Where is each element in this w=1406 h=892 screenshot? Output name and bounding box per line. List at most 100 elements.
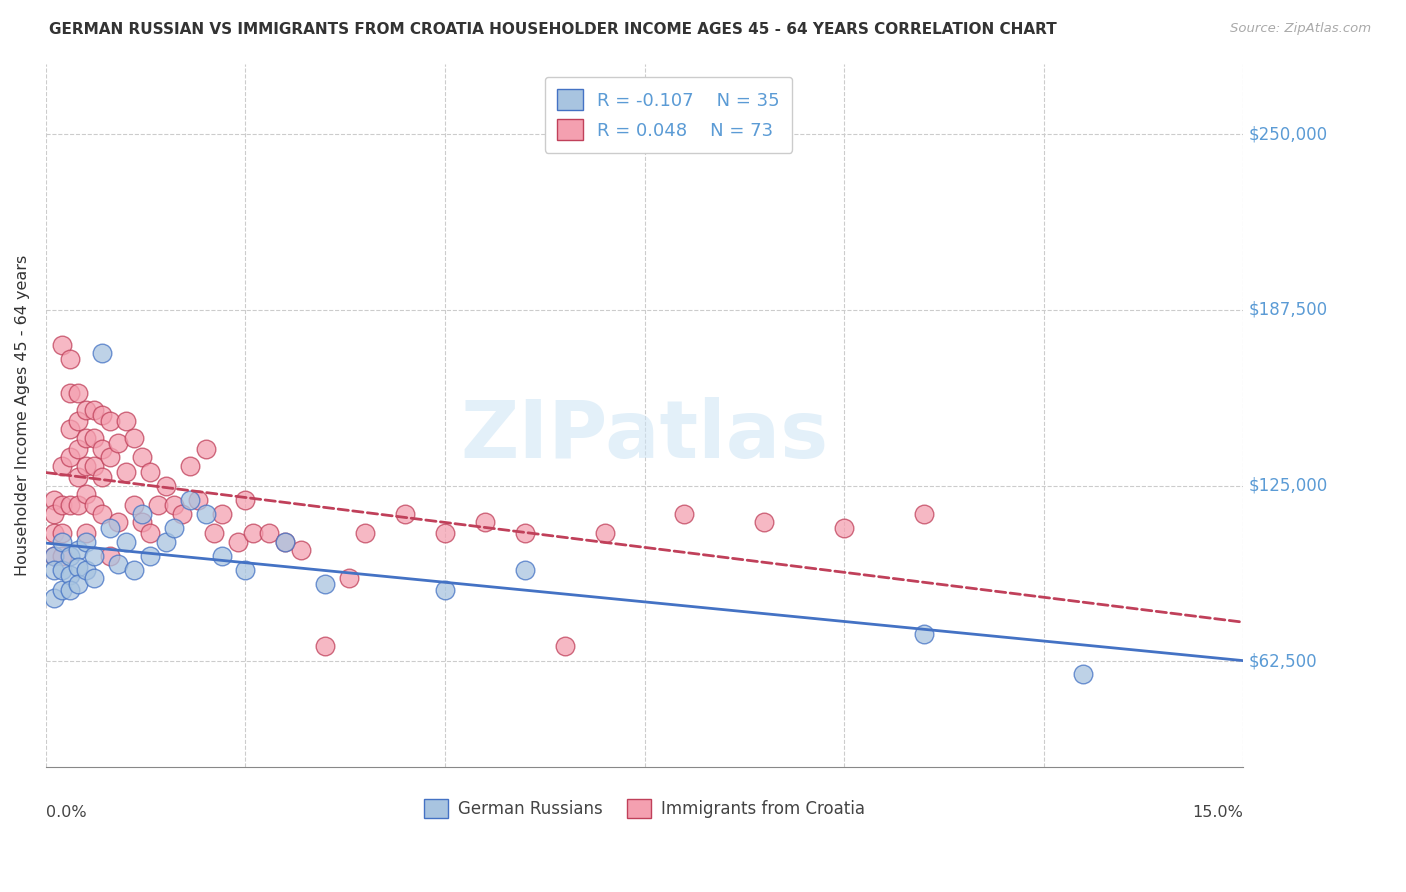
Point — [122, 563, 145, 577]
Text: GERMAN RUSSIAN VS IMMIGRANTS FROM CROATIA HOUSEHOLDER INCOME AGES 45 - 64 YEARS : GERMAN RUSSIAN VS IMMIGRANTS FROM CROATI… — [49, 22, 1057, 37]
Point — [194, 442, 217, 456]
Point — [42, 563, 65, 577]
Point — [83, 549, 105, 563]
Point — [98, 414, 121, 428]
Point — [513, 526, 536, 541]
Point — [59, 498, 82, 512]
Point — [155, 534, 177, 549]
Point — [51, 534, 73, 549]
Point — [235, 492, 257, 507]
Text: 0.0%: 0.0% — [46, 805, 87, 821]
Point — [59, 549, 82, 563]
Point — [114, 414, 136, 428]
Point — [51, 498, 73, 512]
Point — [832, 521, 855, 535]
Point — [242, 526, 264, 541]
Point — [211, 507, 233, 521]
Point — [42, 492, 65, 507]
Point — [98, 549, 121, 563]
Point — [59, 582, 82, 597]
Point — [179, 458, 201, 473]
Point — [90, 409, 112, 423]
Point — [51, 526, 73, 541]
Point — [75, 402, 97, 417]
Point — [66, 385, 89, 400]
Point — [433, 526, 456, 541]
Point — [75, 563, 97, 577]
Point — [66, 414, 89, 428]
Point — [51, 549, 73, 563]
Point — [75, 431, 97, 445]
Point — [59, 568, 82, 582]
Point — [194, 507, 217, 521]
Point — [42, 549, 65, 563]
Point — [51, 582, 73, 597]
Point — [59, 450, 82, 465]
Point — [554, 639, 576, 653]
Point — [66, 543, 89, 558]
Text: $62,500: $62,500 — [1249, 652, 1317, 670]
Point — [754, 515, 776, 529]
Point — [474, 515, 496, 529]
Point — [90, 507, 112, 521]
Point — [138, 549, 160, 563]
Point — [83, 431, 105, 445]
Point — [42, 591, 65, 605]
Point — [107, 436, 129, 450]
Point — [170, 507, 193, 521]
Point — [114, 465, 136, 479]
Point — [202, 526, 225, 541]
Point — [122, 498, 145, 512]
Point — [75, 534, 97, 549]
Point — [673, 507, 696, 521]
Point — [211, 549, 233, 563]
Point — [259, 526, 281, 541]
Y-axis label: Householder Income Ages 45 - 64 years: Householder Income Ages 45 - 64 years — [15, 255, 30, 576]
Point — [163, 521, 186, 535]
Point — [59, 352, 82, 367]
Point — [59, 422, 82, 436]
Point — [122, 431, 145, 445]
Point — [107, 558, 129, 572]
Point — [83, 571, 105, 585]
Point — [90, 346, 112, 360]
Point — [98, 450, 121, 465]
Point — [179, 492, 201, 507]
Point — [912, 507, 935, 521]
Point — [433, 582, 456, 597]
Point — [90, 470, 112, 484]
Point — [226, 534, 249, 549]
Text: $187,500: $187,500 — [1249, 301, 1329, 319]
Point — [66, 498, 89, 512]
Point — [138, 465, 160, 479]
Point — [354, 526, 377, 541]
Point — [593, 526, 616, 541]
Point — [114, 534, 136, 549]
Point — [513, 563, 536, 577]
Point — [314, 577, 336, 591]
Point — [187, 492, 209, 507]
Text: $125,000: $125,000 — [1249, 476, 1329, 494]
Point — [59, 385, 82, 400]
Point — [42, 526, 65, 541]
Text: 15.0%: 15.0% — [1192, 805, 1243, 821]
Point — [66, 442, 89, 456]
Point — [66, 577, 89, 591]
Point — [337, 571, 360, 585]
Point — [146, 498, 169, 512]
Point — [274, 534, 297, 549]
Point — [75, 487, 97, 501]
Point — [42, 507, 65, 521]
Text: Source: ZipAtlas.com: Source: ZipAtlas.com — [1230, 22, 1371, 36]
Point — [42, 549, 65, 563]
Point — [235, 563, 257, 577]
Point — [912, 627, 935, 641]
Point — [274, 534, 297, 549]
Point — [394, 507, 416, 521]
Point — [131, 450, 153, 465]
Point — [163, 498, 186, 512]
Point — [66, 560, 89, 574]
Point — [51, 338, 73, 352]
Legend: German Russians, Immigrants from Croatia: German Russians, Immigrants from Croatia — [418, 792, 872, 825]
Point — [66, 470, 89, 484]
